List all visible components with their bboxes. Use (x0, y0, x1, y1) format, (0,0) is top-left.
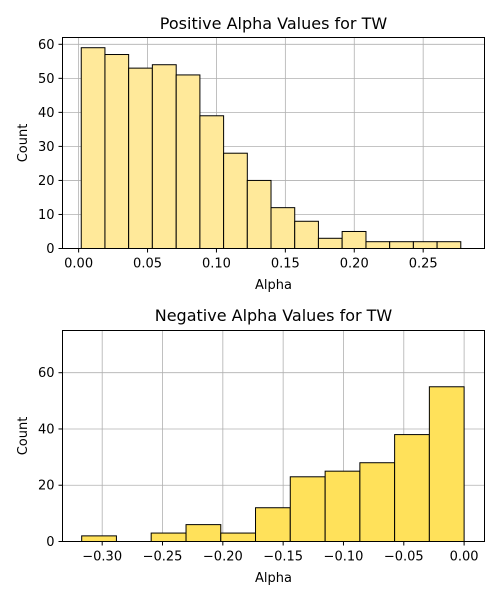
histogram-bar (436, 241, 462, 249)
x-tick-label: 0.05 (133, 257, 162, 272)
histogram-bar (394, 434, 430, 542)
x-tick-label: −0.30 (82, 550, 122, 565)
histogram-bar (389, 241, 414, 249)
histogram-bar (359, 462, 396, 542)
y-axis-label: Count (16, 417, 31, 456)
y-tick-label: 10 (38, 208, 55, 223)
plot-frame (62, 330, 485, 542)
x-tick-label: 0.25 (409, 257, 438, 272)
y-tick-label: 30 (38, 140, 55, 155)
histogram-bar (294, 220, 319, 250)
y-tick-label: 0 (46, 535, 54, 550)
histogram-bar (270, 207, 296, 249)
y-tick-label: 60 (38, 38, 55, 53)
y-tick-label: 20 (38, 174, 55, 189)
histogram-bar (128, 67, 153, 250)
x-tick-label: −0.20 (203, 550, 243, 565)
histogram-bar (365, 241, 391, 249)
histogram-bar (223, 152, 248, 249)
x-tick-label: −0.05 (384, 550, 424, 565)
histogram-bar (324, 470, 361, 542)
x-tick-label: −0.15 (263, 550, 303, 565)
histogram-bar (428, 386, 465, 542)
x-tick-label: 0.15 (271, 257, 300, 272)
histogram-bar (412, 241, 438, 249)
x-tick-label: 0.00 (64, 257, 93, 272)
x-axis-label: Alpha (255, 278, 292, 293)
negative-alpha-chart: Negative Alpha Values for TW −0.30 −0.25 −… (16, 306, 485, 586)
x-tick-label: −0.25 (143, 550, 183, 565)
histogram-bar (289, 476, 326, 542)
y-tick-label: 0 (46, 242, 54, 257)
y-tick-label: 40 (38, 422, 55, 437)
x-tick-label: 0.20 (340, 257, 369, 272)
y-tick-label: 40 (38, 106, 55, 121)
histogram-bar (317, 237, 343, 250)
x-axis-label: Alpha (255, 571, 292, 586)
histogram-bar (220, 532, 257, 542)
y-axis-label: Count (16, 124, 31, 163)
y-tick-label: 50 (38, 72, 55, 87)
histogram-bar (199, 115, 225, 249)
chart-title: Positive Alpha Values for TW (160, 14, 388, 33)
histogram-bar (246, 179, 272, 249)
histogram-bar (255, 507, 291, 542)
y-tick-label: 60 (38, 366, 55, 381)
histogram-bar (104, 54, 130, 249)
histogram-bar (80, 47, 106, 250)
x-tick-label: 0.00 (450, 550, 479, 565)
histogram-bar (151, 64, 177, 250)
histogram-bar (81, 535, 117, 543)
histogram-bar (185, 524, 222, 542)
x-tick-label: −0.10 (324, 550, 364, 565)
histogram-bar (150, 532, 187, 542)
positive-alpha-chart: Positive Alpha Values for TW 0.00 0.05 0.1… (16, 14, 485, 293)
y-tick-label: 20 (38, 479, 55, 494)
histogram-bar (341, 230, 367, 249)
histogram-bar (175, 74, 201, 249)
plot-frame (62, 37, 485, 249)
x-tick-label: 0.10 (202, 257, 231, 272)
chart-title: Negative Alpha Values for TW (155, 306, 393, 325)
